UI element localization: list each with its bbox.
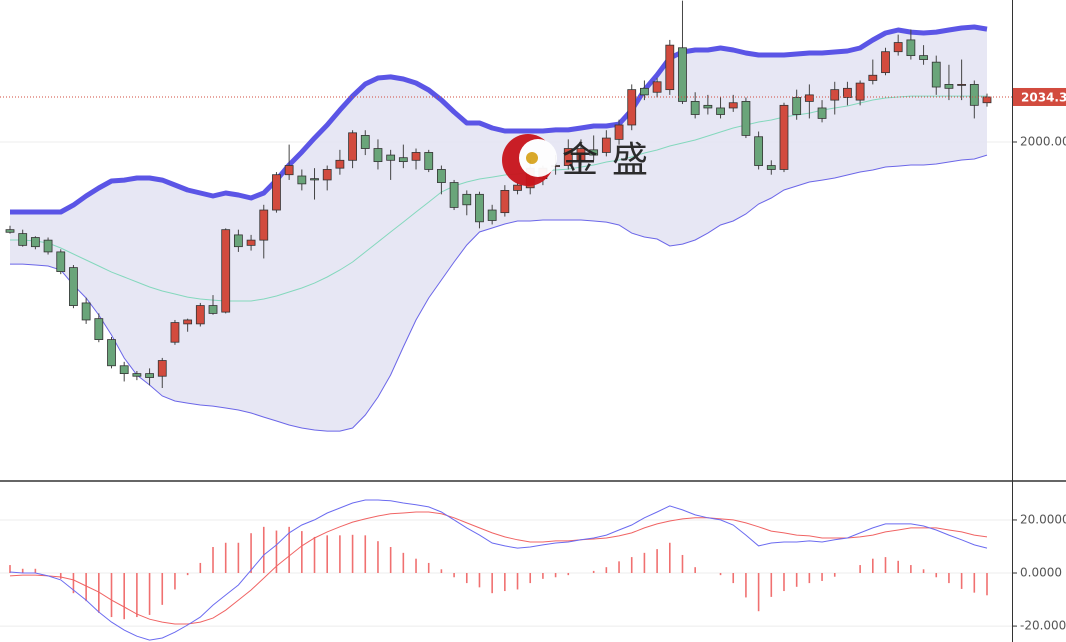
candle-body: [969, 84, 979, 106]
candle-body: [170, 322, 180, 343]
candle-body: [728, 102, 738, 109]
candle-body: [754, 136, 764, 166]
main-panel: [0, 0, 1012, 432]
candle-body: [627, 89, 637, 126]
candle-body: [424, 152, 434, 170]
candle-body: [792, 97, 802, 115]
candle-body: [145, 373, 154, 378]
candle-body: [576, 148, 586, 161]
candle-body: [868, 74, 878, 81]
candle-body: [703, 104, 713, 109]
candle-body: [640, 87, 649, 96]
candle-body: [931, 61, 941, 88]
candle-body: [43, 239, 53, 253]
y-tick-label: 20.0000: [1020, 512, 1066, 526]
candle-body: [310, 178, 319, 181]
candle-body: [919, 55, 928, 60]
candle-body: [462, 193, 472, 206]
candle-body: [475, 193, 484, 223]
candle-body: [411, 152, 421, 161]
macd-dif-line: [9, 499, 988, 641]
candle-body: [5, 229, 15, 233]
candle-body: [335, 159, 345, 169]
watermark-logo-dot: [526, 152, 538, 164]
candle-body: [208, 305, 218, 314]
watermark: 金盛: [502, 134, 662, 186]
candle-body: [690, 101, 700, 115]
candle-body: [195, 305, 205, 325]
candle-body: [830, 89, 840, 101]
candle-body: [30, 237, 40, 248]
band-fill: [10, 27, 987, 432]
candle-body: [817, 107, 827, 119]
band-upper: [10, 24, 988, 215]
candle-body: [69, 267, 78, 306]
candle-body: [81, 302, 91, 321]
candle-body: [652, 81, 662, 93]
candle-body: [386, 154, 396, 161]
candle-body: [284, 165, 294, 176]
candle-body: [716, 107, 725, 115]
axis-layer: 2000.00 2034.39 20.0000 0.0000 -20.0000: [1012, 87, 1066, 633]
candle-body: [360, 135, 370, 149]
candle-body: [741, 101, 751, 136]
y-tick-label: 2000.00: [1020, 134, 1066, 148]
candle-body: [766, 165, 776, 170]
last-price-label: 2034.39: [1021, 90, 1066, 104]
candle-body: [94, 318, 104, 340]
candle-body: [449, 182, 459, 208]
candle-body: [348, 132, 357, 161]
candle-body: [513, 184, 522, 191]
candle-body: [132, 373, 142, 377]
candle-body: [843, 87, 852, 98]
candle-body: [221, 229, 231, 313]
candle-body: [157, 360, 167, 377]
candle-body: [487, 209, 497, 221]
candle-body: [906, 39, 916, 57]
candle-body: [665, 44, 675, 91]
candle-body: [855, 82, 865, 101]
candle-body: [56, 251, 66, 272]
candle-body: [614, 124, 624, 140]
y-tick-label: 0.0000: [1020, 566, 1062, 580]
candle-body: [18, 233, 28, 246]
candle-body: [183, 319, 193, 325]
candle-body: [398, 157, 408, 163]
candle-body: [107, 339, 116, 367]
candle-body: [589, 149, 599, 156]
candle-body: [246, 239, 256, 246]
candle-body: [272, 174, 281, 211]
candle-body: [233, 234, 243, 248]
last-price-box: [1013, 87, 1066, 106]
candle-body: [944, 84, 954, 89]
candle-body: [881, 51, 890, 74]
candle-body: [500, 190, 510, 214]
y-tick-label: -20.0000: [1020, 619, 1066, 633]
candle-body: [297, 175, 307, 185]
candle-body: [563, 148, 573, 166]
candle-body: [119, 365, 129, 375]
candle-body: [373, 148, 383, 163]
macd-panel: [9, 499, 988, 641]
candle-body: [779, 104, 789, 170]
candle-body: [982, 96, 992, 104]
candle-body: [259, 209, 269, 241]
candle-body: [601, 137, 611, 153]
candle-body: [893, 42, 903, 53]
candle-body: [678, 47, 687, 102]
candle-body: [804, 94, 814, 102]
watermark-text: 金盛: [562, 140, 662, 181]
macd-dea-line: [9, 511, 988, 625]
candle-body: [322, 169, 332, 181]
band-lower: [10, 154, 988, 432]
candle-body: [437, 169, 446, 183]
candle-body: [957, 84, 967, 86]
